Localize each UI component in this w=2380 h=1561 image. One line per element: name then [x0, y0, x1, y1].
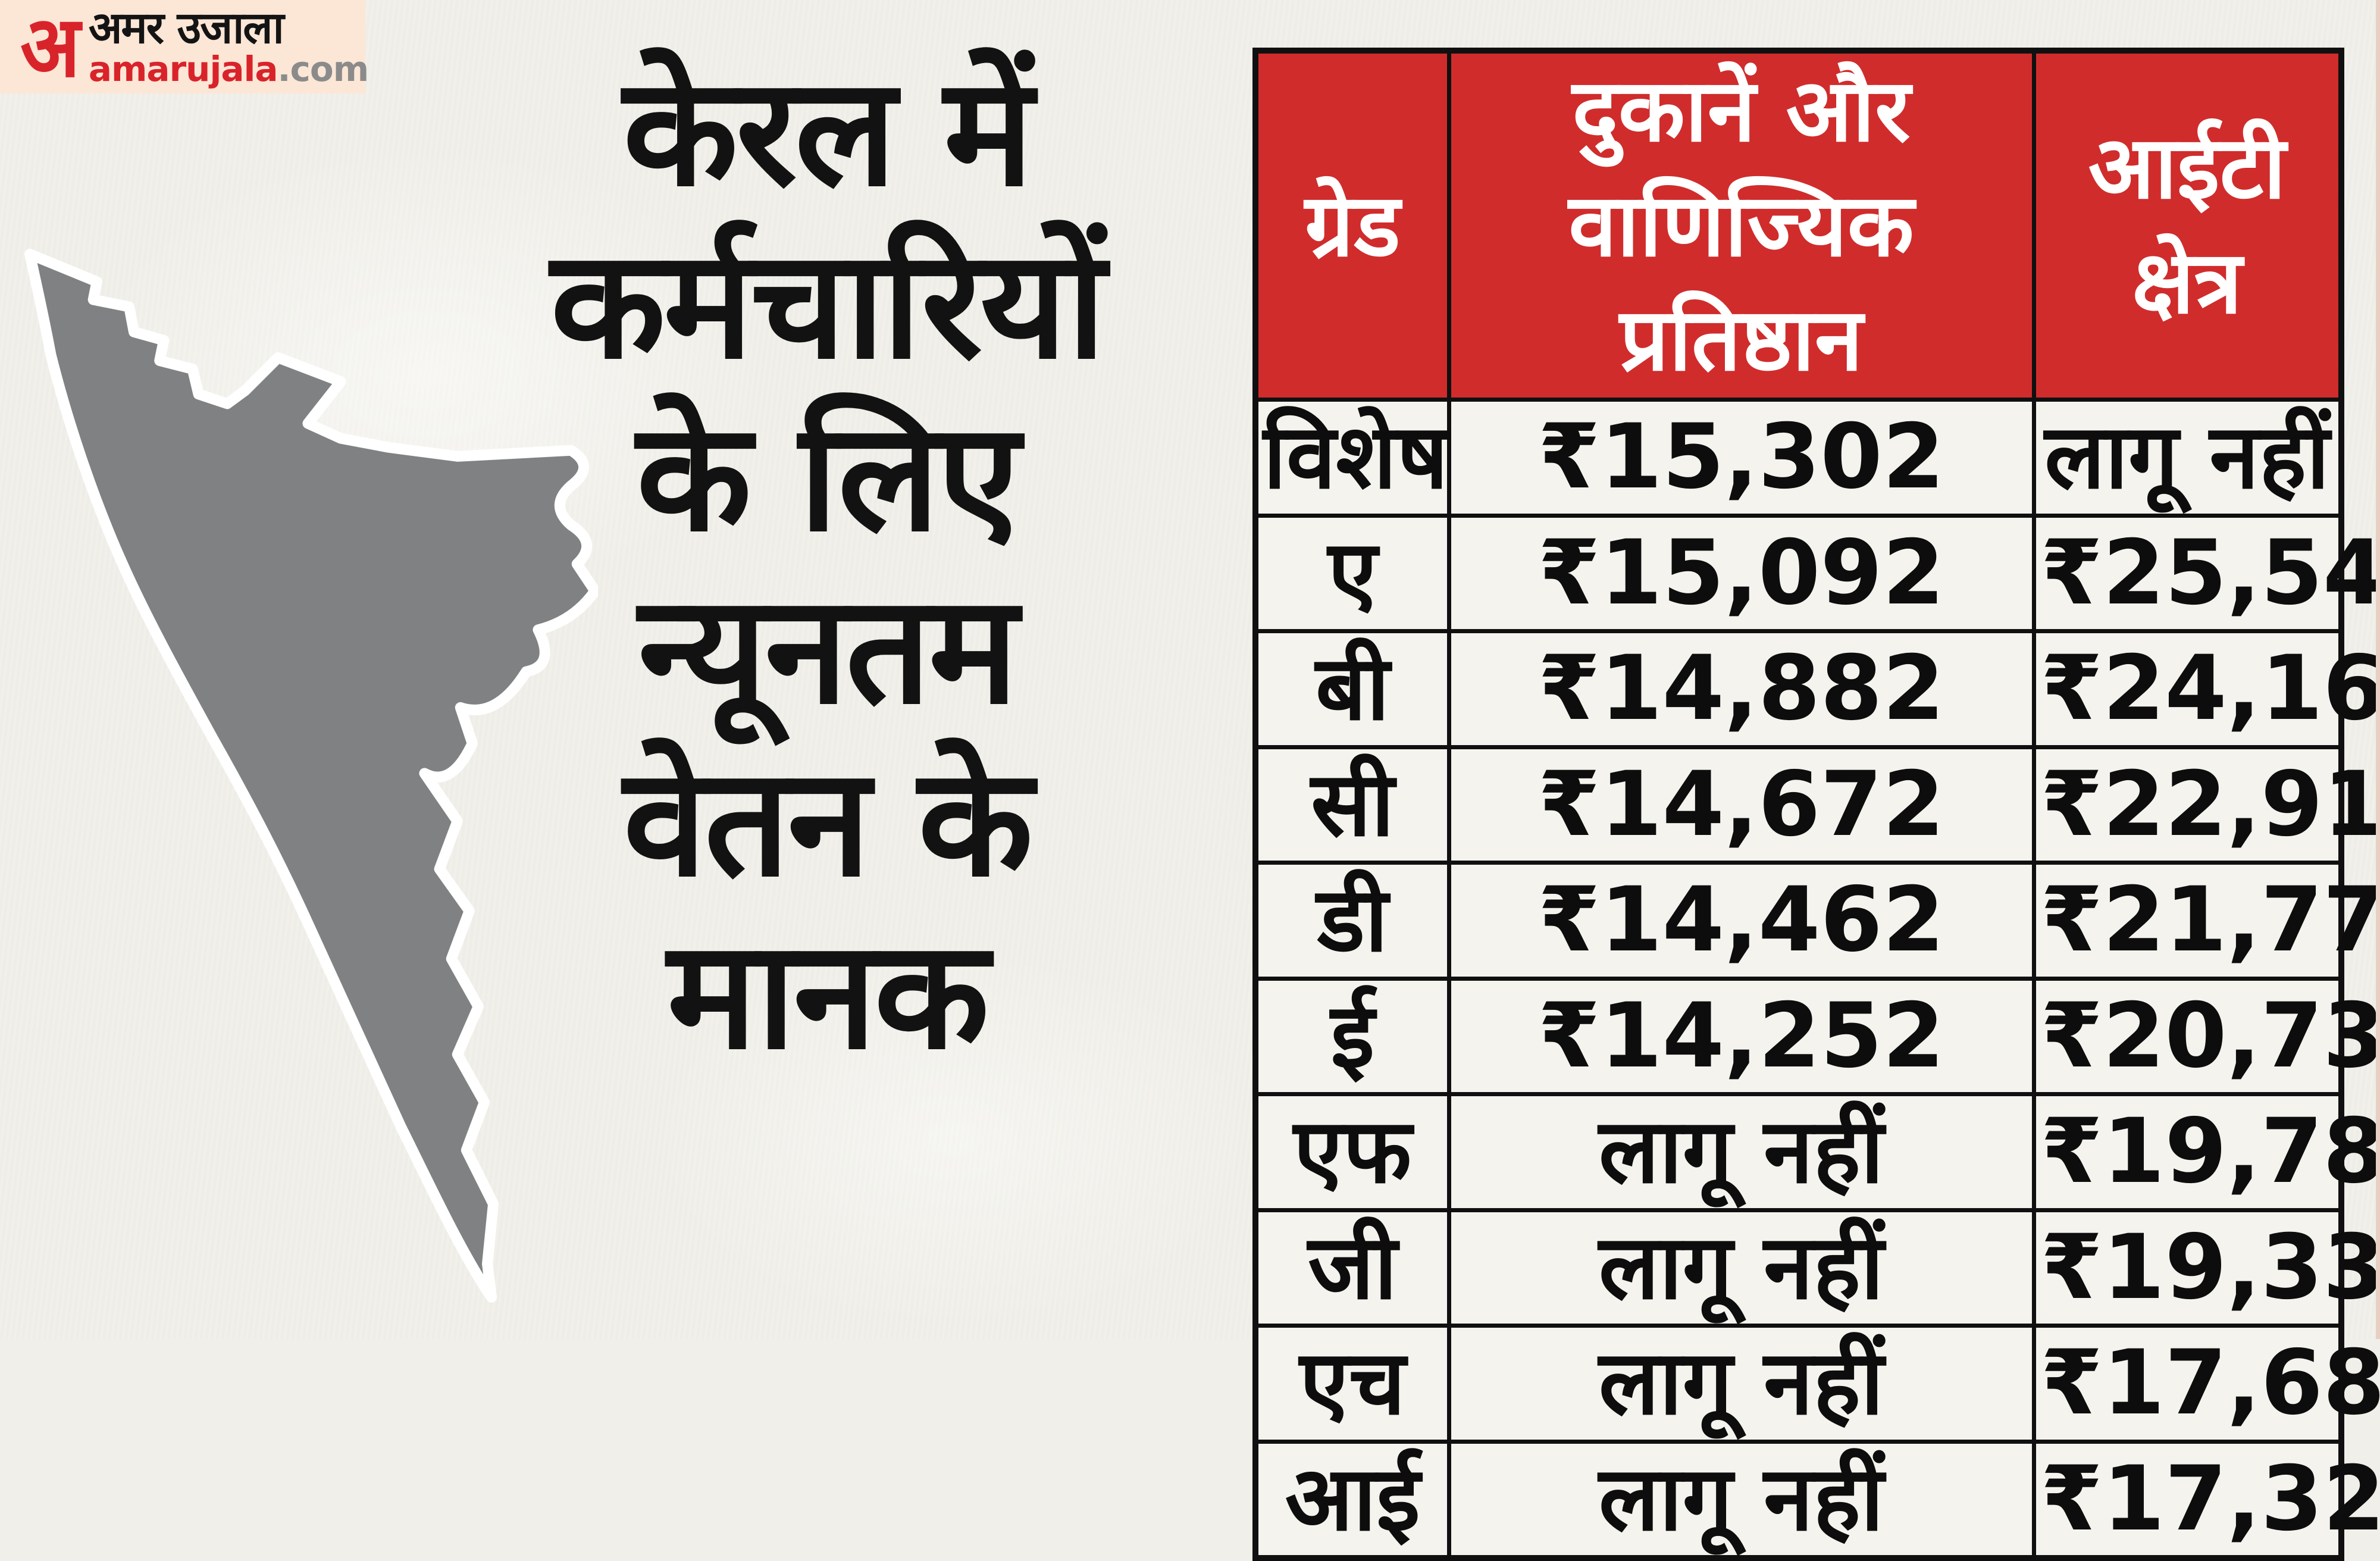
- grade-cell: विशेष: [1253, 398, 1451, 518]
- right-edge-strip: [2376, 0, 2380, 1339]
- grade-cell: आई: [1253, 1439, 1451, 1560]
- grade-cell: डी: [1253, 861, 1451, 981]
- it-wage-cell: ₹19,782: [2031, 1092, 2380, 1212]
- table-row: ई₹14,252₹20,732: [1253, 976, 2380, 1097]
- it-wage-cell: ₹24,162: [2031, 629, 2380, 749]
- logo-domain-red: amarujala: [88, 48, 278, 89]
- logo-name-hindi: अमर उजाला: [88, 2, 284, 54]
- logo-domain-gray: .com: [277, 48, 369, 89]
- kerala-map-shape: [24, 249, 601, 1303]
- shops-wage-cell: लागू नहीं: [1446, 1207, 2036, 1328]
- title-line: मानक: [667, 908, 989, 1083]
- col-header-it-label: आईटी क्षेत्र: [2088, 117, 2286, 334]
- col-header-grade: ग्रेड: [1253, 48, 1451, 402]
- table-row: बी₹14,882₹24,162: [1253, 629, 2380, 749]
- shops-wage-cell: ₹14,462: [1446, 861, 2036, 981]
- it-wage-cell: लागू नहीं: [2031, 398, 2344, 518]
- col-header-it: आईटी क्षेत्र: [2031, 48, 2344, 402]
- col-header-shops-line1: दुकानें और: [1572, 60, 1911, 161]
- it-wage-cell: ₹19,332: [2031, 1207, 2380, 1328]
- table-header-row: ग्रेड दुकानें और वाणिज्यिक प्रतिष्ठान आई…: [1253, 48, 2344, 402]
- it-wage-cell: ₹20,732: [2031, 976, 2380, 1097]
- it-wage-cell: ₹17,322: [2031, 1439, 2380, 1560]
- shops-wage-cell: लागू नहीं: [1446, 1092, 2036, 1212]
- amar-ujala-logo-mark-icon: अ: [20, 0, 80, 96]
- shops-wage-cell: ₹14,252: [1446, 976, 2036, 1097]
- shops-wage-cell: लागू नहीं: [1446, 1324, 2036, 1444]
- shops-wage-cell: लागू नहीं: [1446, 1439, 2036, 1560]
- shops-wage-cell: ₹14,882: [1446, 629, 2036, 749]
- table-row: डी₹14,462₹21,772: [1253, 861, 2380, 981]
- shops-wage-cell: ₹15,302: [1446, 398, 2036, 518]
- grade-cell: एच: [1253, 1324, 1451, 1444]
- grade-cell: ए: [1253, 513, 1451, 634]
- grade-cell: जी: [1253, 1207, 1451, 1328]
- table-row: ए₹15,092₹25,542: [1253, 513, 2380, 634]
- shops-wage-cell: ₹14,672: [1446, 744, 2036, 865]
- col-header-shops-line2: वाणिज्यिक प्रतिष्ठान: [1568, 174, 1914, 391]
- title-line: वेतन के: [623, 736, 1034, 910]
- amar-ujala-logo: अ अमर उजाला amarujala.com: [0, 0, 369, 96]
- title-line: कर्मचारियों: [550, 218, 1106, 392]
- kerala-map: [6, 245, 601, 1310]
- table-row: विशेष ₹15,302 लागू नहीं: [1253, 398, 2344, 518]
- shops-wage-cell: ₹15,092: [1446, 513, 2036, 634]
- it-wage-cell: ₹22,912: [2031, 744, 2380, 865]
- page-title: केरल में कर्मचारियों के लिए न्यूनतम वेतन…: [533, 46, 1122, 1082]
- grade-cell: सी: [1253, 744, 1451, 865]
- table-row: जीलागू नहीं₹19,332: [1253, 1207, 2380, 1328]
- kerala-map-svg: [24, 249, 601, 1303]
- it-wage-cell: ₹17,682: [2031, 1324, 2380, 1444]
- it-wage-cell: ₹21,772: [2031, 861, 2380, 981]
- table-row: सी₹14,672₹22,912: [1253, 744, 2380, 865]
- minimum-wage-table: ग्रेड दुकानें और वाणिज्यिक प्रतिष्ठान आई…: [1252, 48, 2380, 1561]
- logo-text-block: अमर उजाला amarujala.com: [88, 2, 369, 89]
- title-line: न्यूनतम: [638, 563, 1019, 737]
- grade-cell: बी: [1253, 629, 1451, 749]
- col-header-shops: दुकानें और वाणिज्यिक प्रतिष्ठान: [1446, 48, 2036, 402]
- table-row: एचलागू नहीं₹17,682: [1253, 1324, 2380, 1444]
- table-row: आईलागू नहीं₹17,322: [1253, 1439, 2380, 1560]
- title-line: के लिए: [636, 390, 1020, 565]
- col-header-grade-label: ग्रेड: [1305, 174, 1401, 276]
- it-wage-cell: ₹25,542: [2031, 513, 2380, 634]
- logo-domain: amarujala.com: [88, 48, 369, 89]
- grade-cell: एफ: [1253, 1092, 1451, 1212]
- table-row: एफलागू नहीं₹19,782: [1253, 1092, 2380, 1212]
- title-line: केरल में: [623, 45, 1034, 220]
- grade-cell: ई: [1253, 976, 1451, 1097]
